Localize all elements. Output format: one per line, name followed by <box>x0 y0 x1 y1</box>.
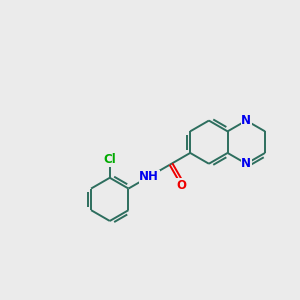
Text: N: N <box>241 157 251 170</box>
Text: O: O <box>176 179 187 192</box>
Text: Cl: Cl <box>103 153 116 166</box>
Text: N: N <box>241 114 251 127</box>
Text: NH: NH <box>139 170 159 183</box>
